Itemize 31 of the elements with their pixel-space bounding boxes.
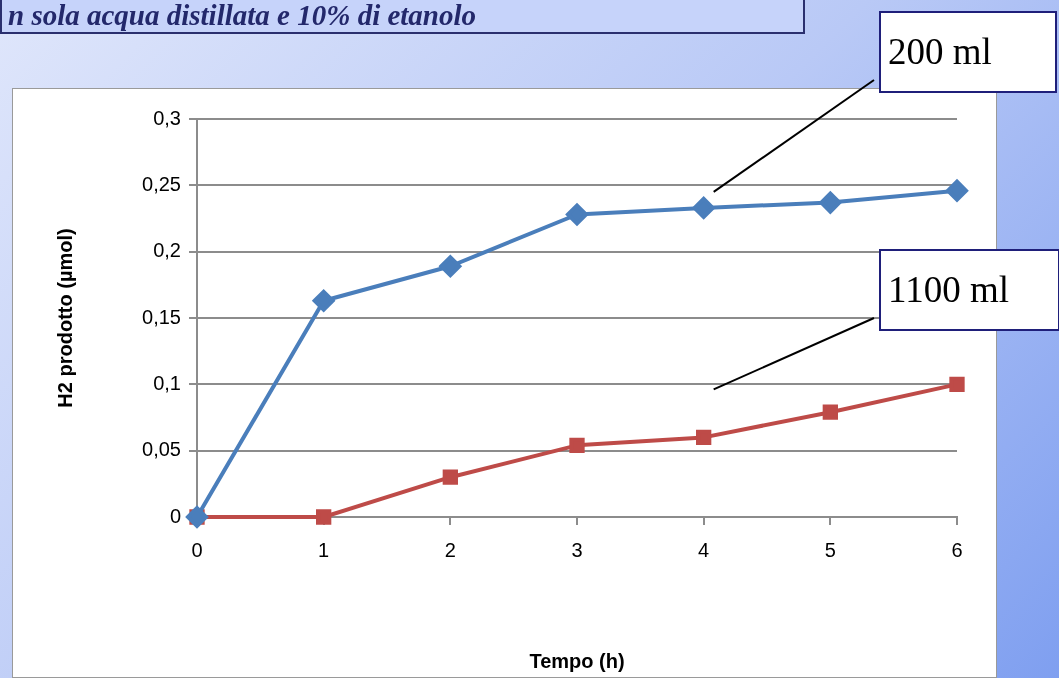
point [822,404,838,420]
x-tick-label: 0 [191,538,203,561]
x-tick-label: 1 [318,538,330,561]
point [566,203,588,226]
point [569,437,585,454]
y-tick-label: 0,05 [142,438,181,461]
point [819,191,842,214]
y-tick-label: 0,2 [153,239,181,262]
point [946,179,968,202]
point [442,469,458,485]
x-tick-label: 3 [571,538,583,561]
text: 1100 ml [888,268,1009,310]
x-tick-label: 5 [824,538,836,561]
y-axis-title: H2 prodotto (µmol) [53,228,76,408]
y-tick-label: 0,1 [153,371,181,394]
y-tick-label: 0,15 [142,305,181,328]
x-axis-title: Tempo (h) [529,649,625,672]
point [312,289,335,312]
x-tick-label: 6 [951,538,963,561]
point [439,255,462,278]
point [949,376,965,392]
chart-title: n sola acqua distillata e 10% di etanolo [0,0,805,34]
x-tick-label: 2 [444,538,456,561]
point [692,196,715,219]
text: 200 ml [888,30,992,72]
y-tick-label: 0 [169,504,181,527]
x-tick-label: 4 [698,538,710,561]
point [316,509,332,525]
y-tick-label: 0,3 [153,106,181,129]
point [696,429,712,446]
y-tick-label: 0,25 [142,172,181,195]
